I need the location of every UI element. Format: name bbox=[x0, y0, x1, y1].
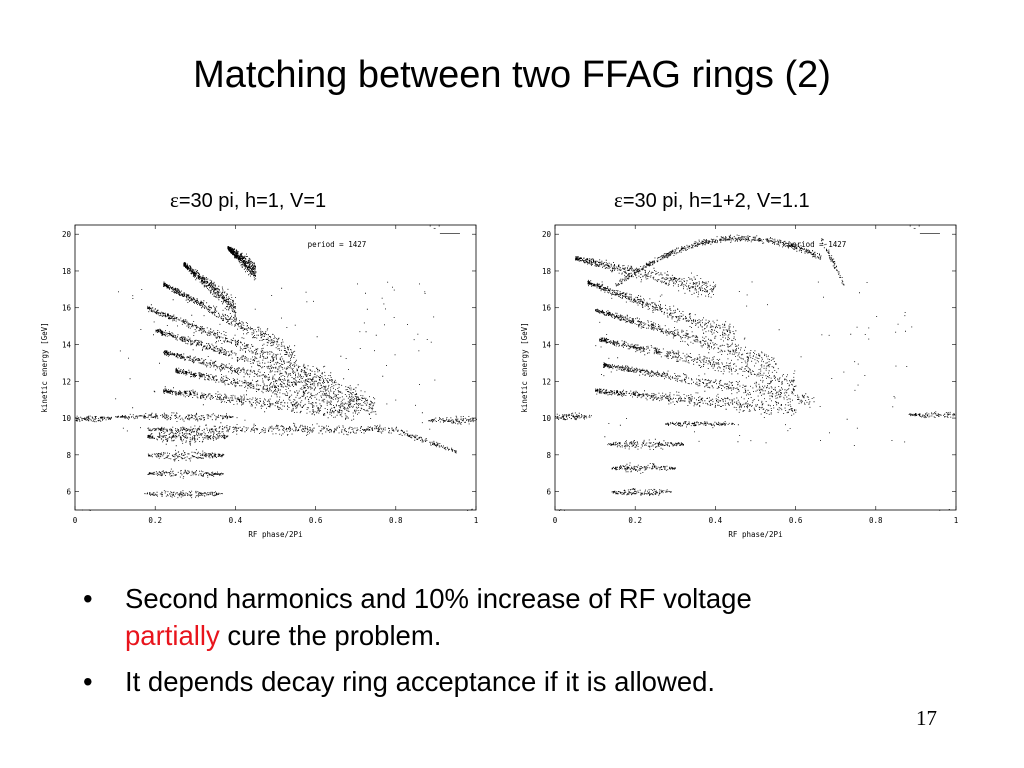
bullet-text-continued: cure the problem. bbox=[219, 620, 442, 651]
left-caption-text: =30 pi, h=1, V=1 bbox=[178, 190, 327, 212]
particle-scatter bbox=[75, 246, 477, 511]
particle-scatter bbox=[555, 234, 956, 511]
y-tick-label: 12 bbox=[542, 377, 551, 386]
y-axis-label: kinetic energy [GeV] bbox=[40, 322, 49, 412]
right-phase-space-plot: 0 0.2 0.4 0.6 0.8 1 6 8 10 12 14 16 18 20 RF phase/2Pi… bbox=[515, 218, 985, 548]
epsilon-symbol: ε bbox=[170, 188, 179, 212]
x-tick-label: 0.2 bbox=[628, 516, 642, 525]
y-tick-label: 18 bbox=[542, 267, 552, 276]
x-axis-label: RF phase/2Pi bbox=[728, 530, 782, 539]
y-tick-label: 14 bbox=[542, 341, 552, 350]
y-tick-label: 8 bbox=[66, 451, 71, 460]
y-tick-label: 10 bbox=[62, 414, 72, 423]
y-tick-label: 14 bbox=[62, 341, 72, 350]
bullet-text: Second harmonics and 10% increase of RF … bbox=[125, 583, 752, 614]
y-tick-label: 20 bbox=[62, 230, 72, 239]
left-plot-caption: ε=30 pi, h=1, V=1 bbox=[170, 187, 326, 214]
period-annotation: period = 1427 bbox=[788, 240, 847, 249]
bullet-dot: • bbox=[83, 666, 93, 697]
right-caption-text: =30 pi, h=1+2, V=1.1 bbox=[622, 190, 810, 212]
x-tick-label: 0.8 bbox=[389, 516, 403, 525]
x-tick-label: 1 bbox=[474, 516, 479, 525]
y-tick-label: 16 bbox=[62, 304, 72, 313]
y-tick-label: 8 bbox=[546, 451, 551, 460]
epsilon-symbol: ε bbox=[614, 188, 623, 212]
x-tick-label: 0.8 bbox=[869, 516, 883, 525]
particle-points bbox=[555, 234, 956, 511]
x-tick-label: 0 bbox=[553, 516, 558, 525]
x-tick-label: 0.4 bbox=[229, 516, 243, 525]
page-number: 17 bbox=[916, 706, 937, 730]
period-annotation: period = 1427 bbox=[308, 240, 367, 249]
plot-frame bbox=[74, 224, 477, 511]
bullet-text: It depends decay ring acceptance if it i… bbox=[125, 666, 716, 697]
y-tick-label: 6 bbox=[66, 488, 71, 497]
y-axis-label: kinetic energy [GeV] bbox=[520, 322, 529, 412]
y-tick-label: 18 bbox=[62, 267, 72, 276]
x-tick-label: 0 bbox=[73, 516, 78, 525]
y-tick-label: 10 bbox=[542, 414, 552, 423]
bullet-item: • It depends decay ring acceptance if it… bbox=[83, 663, 963, 700]
y-tick-label: 20 bbox=[542, 230, 552, 239]
legend-key: '-' bbox=[908, 224, 922, 233]
x-tick-label: 0.2 bbox=[148, 516, 162, 525]
particle-points bbox=[75, 246, 477, 511]
x-tick-label: 0.4 bbox=[709, 516, 723, 525]
highlighted-word: partially bbox=[125, 620, 220, 651]
y-tick-label: 6 bbox=[546, 488, 551, 497]
right-plot-caption: ε=30 pi, h=1+2, V=1.1 bbox=[614, 187, 810, 214]
bullet-dot: • bbox=[83, 583, 93, 614]
x-tick-label: 0.6 bbox=[309, 516, 323, 525]
x-axis-label: RF phase/2Pi bbox=[248, 530, 302, 539]
left-phase-space-plot: 0 0.2 0.4 0.6 0.8 1 6 8 10 12 14 16 18 20 RF phase/2Pi… bbox=[35, 218, 505, 548]
y-tick-label: 16 bbox=[542, 304, 552, 313]
plot-frame bbox=[554, 224, 957, 511]
bullet-list: • Second harmonics and 10% increase of R… bbox=[83, 580, 963, 709]
legend-key: '-' bbox=[428, 224, 442, 233]
x-tick-label: 0.6 bbox=[789, 516, 803, 525]
bullet-item: • Second harmonics and 10% increase of R… bbox=[83, 580, 963, 654]
x-tick-label: 1 bbox=[954, 516, 959, 525]
y-tick-label: 12 bbox=[62, 377, 71, 386]
slide-title: Matching between two FFAG rings (2) bbox=[193, 54, 831, 96]
